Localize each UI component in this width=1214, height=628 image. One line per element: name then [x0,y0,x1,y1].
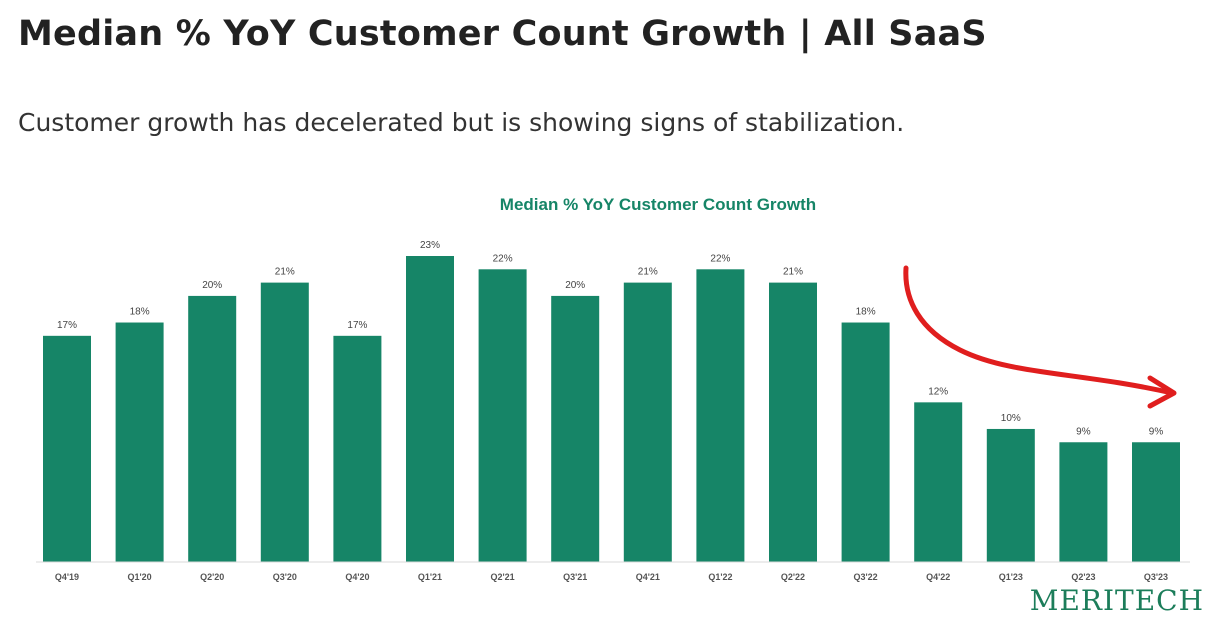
bar-Q4'20 [333,335,382,562]
bar-Q2'22 [769,282,817,562]
value-label: 21% [275,267,295,278]
x-tick-label: Q1'22 [708,572,732,582]
x-tick-label: Q2'22 [781,572,805,582]
value-label: 21% [783,267,803,278]
x-tick-label: Q3'23 [1144,572,1168,582]
value-label: 17% [347,320,367,331]
x-tick-labels-group: Q4'19 Q1'20 Q2'20 Q3'20 Q4'20 Q1'21 Q2'21 Q3'21… [55,572,1168,582]
x-tick-label: Q3'21 [563,572,587,582]
value-label: 9% [1149,426,1164,437]
bars-group [43,256,1180,562]
red-arrow-head [1147,375,1177,409]
x-tick-label: Q1'21 [418,572,442,582]
value-label: 20% [565,280,585,291]
bar-Q1'22 [696,269,745,562]
bar-Q4'21 [623,282,672,562]
bar-Q3'22 [841,322,890,562]
value-label: 9% [1076,426,1091,437]
bar-Q3'20 [260,282,309,562]
x-tick-label: Q4'21 [636,572,660,582]
bar-Q1'21 [406,256,454,562]
value-label: 20% [202,280,222,291]
bar-Q3'21 [551,295,600,562]
value-label: 12% [928,386,948,397]
page-subtitle: Customer growth has decelerated but is s… [18,108,905,137]
bar-Q1'23 [986,428,1035,562]
bar-Q1'20 [115,322,164,562]
page-title: Median % YoY Customer Count Growth | All… [18,14,987,54]
x-tick-label: Q2'20 [200,572,224,582]
x-tick-label: Q2'21 [491,572,515,582]
x-tick-label: Q4'20 [345,572,369,582]
x-tick-label: Q3'20 [273,572,297,582]
value-label: 17% [57,320,77,331]
x-tick-label: Q1'20 [128,572,152,582]
value-label: 21% [638,267,658,278]
bar-Q2'20 [188,295,237,562]
value-labels-group: 17% 18% 20% 21% 17% 23% 22% 20% 21% 22% 21% 18% 12% 1… [57,240,1163,437]
x-tick-label: Q1'23 [999,572,1023,582]
meritech-logo: MERITECH [1029,584,1204,617]
bar-Q2'21 [478,269,527,562]
value-label: 22% [493,253,513,264]
value-label: 23% [420,240,440,251]
x-tick-label: Q4'22 [926,572,950,582]
bar-Q3'23 [1132,442,1180,562]
value-label: 18% [856,307,876,318]
value-label: 18% [130,307,150,318]
red-arrow-annotation [903,265,1175,396]
value-label: 10% [1001,413,1021,424]
bar-Q4'22 [914,402,963,562]
x-tick-label: Q3'22 [854,572,878,582]
x-tick-label: Q4'19 [55,572,79,582]
x-tick-label: Q2'23 [1071,572,1095,582]
chart-title: Median % YoY Customer Count Growth [500,195,816,214]
bar-Q2'23 [1059,442,1108,562]
value-label: 22% [710,253,730,264]
bar-Q4'19 [43,335,91,562]
